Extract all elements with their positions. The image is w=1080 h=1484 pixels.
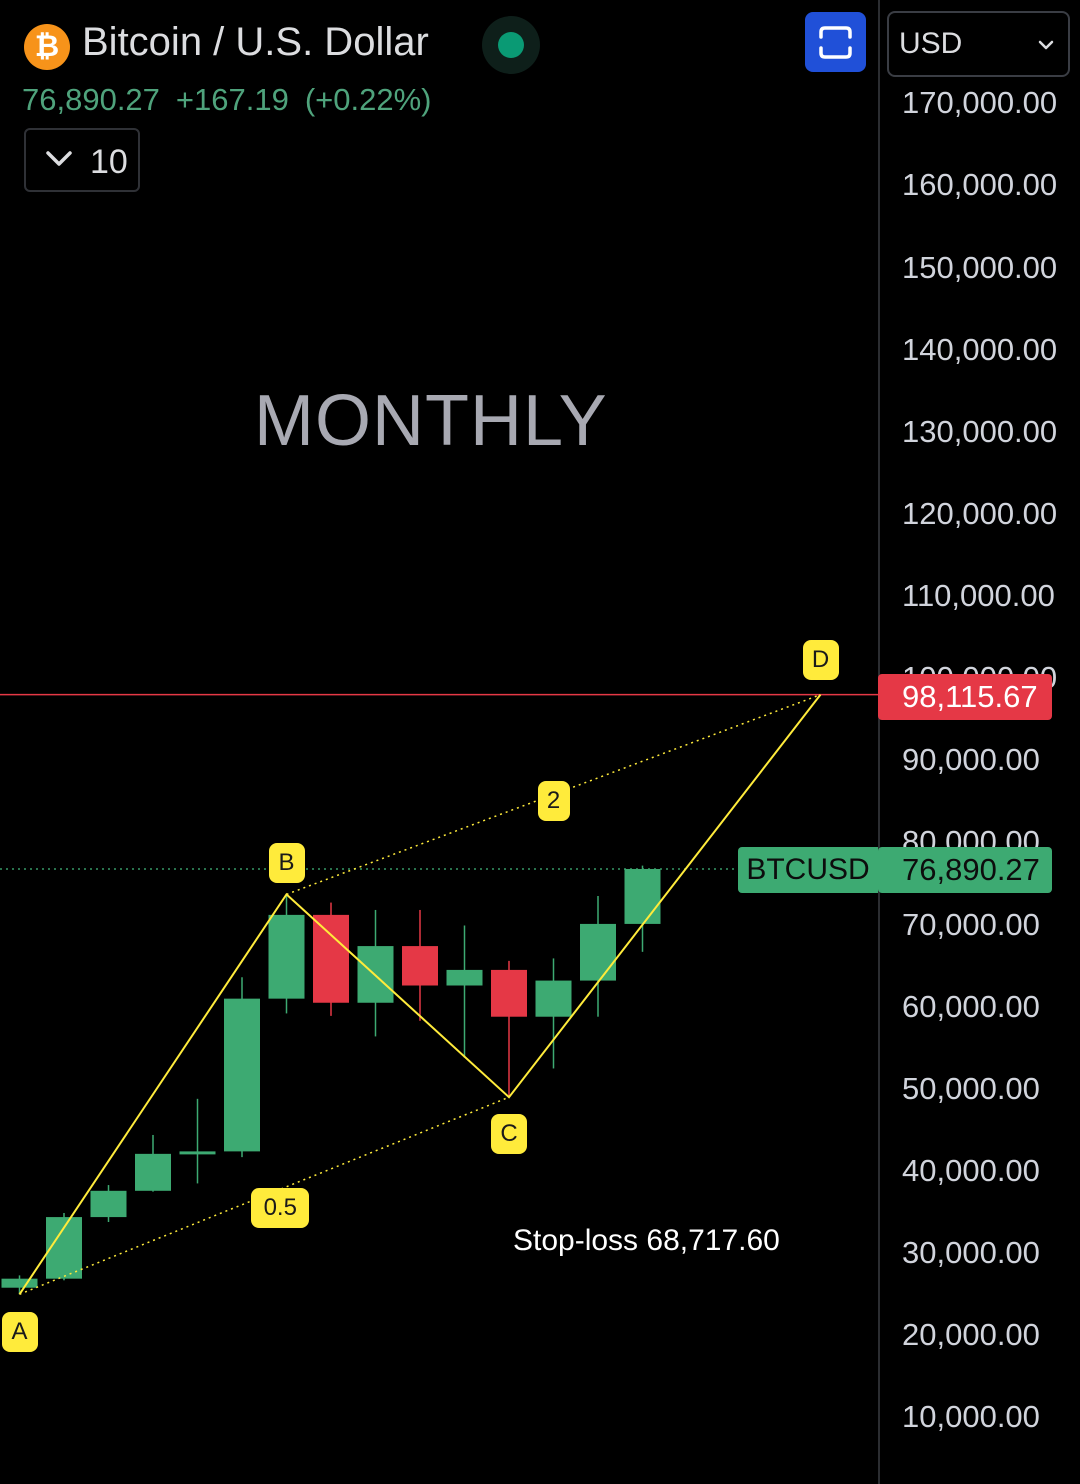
chevron-down-icon: [1038, 40, 1054, 50]
ratio-ac-label: 0.5: [251, 1187, 310, 1228]
last-price: 76,890.27: [22, 82, 160, 117]
pattern-point-d: D: [802, 639, 839, 680]
fullscreen-button[interactable]: [805, 12, 866, 72]
fullscreen-icon: [819, 26, 852, 59]
candle-body: [268, 914, 305, 999]
interval-dropdown-button[interactable]: 10: [24, 128, 140, 192]
y-tick-label: 140,000.00: [902, 331, 1058, 367]
market-status-dot-icon: [498, 32, 524, 58]
ratio-ac-line: [19, 1096, 510, 1295]
candle-body: [224, 998, 260, 1152]
candle-body: [1, 1278, 38, 1288]
candle-body: [535, 980, 572, 1017]
y-tick-label: 10,000.00: [902, 1399, 1040, 1435]
ratio-bd-line: [286, 693, 821, 896]
y-tick-label: 130,000.00: [902, 413, 1058, 449]
candle-body: [135, 1153, 171, 1191]
symbol-price-tag: BTCUSD: [738, 847, 878, 893]
price-summary: 76,890.27 +167.19 (+0.22%): [22, 82, 448, 118]
candle-body: [313, 914, 349, 1003]
candle-body: [179, 1151, 216, 1155]
chart-header: ₿ Bitcoin / U.S. Dollar 76,890.27 +167.19…: [0, 0, 878, 200]
bitcoin-logo-icon: ₿: [24, 24, 70, 70]
y-tick-label: 90,000.00: [902, 742, 1040, 778]
candle-body: [491, 969, 527, 1017]
y-tick-label: 30,000.00: [902, 1235, 1040, 1271]
currency-value: USD: [899, 27, 963, 60]
y-tick-label: 50,000.00: [902, 1070, 1040, 1106]
candle-body: [402, 946, 438, 986]
symbol-title[interactable]: Bitcoin / U.S. Dollar: [82, 20, 429, 64]
stop-loss-note: Stop-loss 68,717.60: [513, 1224, 780, 1257]
y-tick-label: 110,000.00: [902, 578, 1055, 614]
chevron-down-icon: [46, 151, 72, 166]
last-price-badge: 76,890.27: [878, 847, 1052, 893]
harmonic-pattern-line: [18, 694, 822, 1295]
ratio-bd-label: 2: [537, 780, 570, 821]
y-tick-label: 40,000.00: [902, 1152, 1040, 1188]
currency-select[interactable]: USD: [887, 11, 1070, 77]
market-status-indicator: [482, 16, 540, 74]
candle-body: [90, 1190, 127, 1218]
y-tick-label: 20,000.00: [902, 1317, 1040, 1353]
candle-body: [446, 969, 483, 986]
y-tick-label: 70,000.00: [902, 906, 1040, 942]
pattern-point-b: B: [268, 843, 305, 884]
y-tick-label: 120,000.00: [902, 495, 1058, 531]
price-axis-divider: [878, 0, 880, 1484]
y-tick-label: 150,000.00: [902, 249, 1058, 285]
interval-value: 10: [90, 143, 128, 181]
candlestick-chart[interactable]: [0, 0, 878, 1484]
target-price-badge: 98,115.67: [878, 674, 1052, 720]
candle-body: [580, 923, 616, 981]
price-change-percent: (+0.22%): [304, 82, 432, 117]
pattern-point-c: C: [491, 1114, 527, 1155]
candle-body: [624, 868, 661, 924]
price-change: +167.19: [175, 82, 289, 117]
y-tick-label: 60,000.00: [902, 988, 1040, 1024]
y-tick-label: 160,000.00: [902, 167, 1058, 203]
y-tick-label: 170,000.00: [902, 85, 1058, 121]
timeframe-watermark: MONTHLY: [254, 381, 608, 461]
pattern-point-a: A: [1, 1312, 38, 1353]
